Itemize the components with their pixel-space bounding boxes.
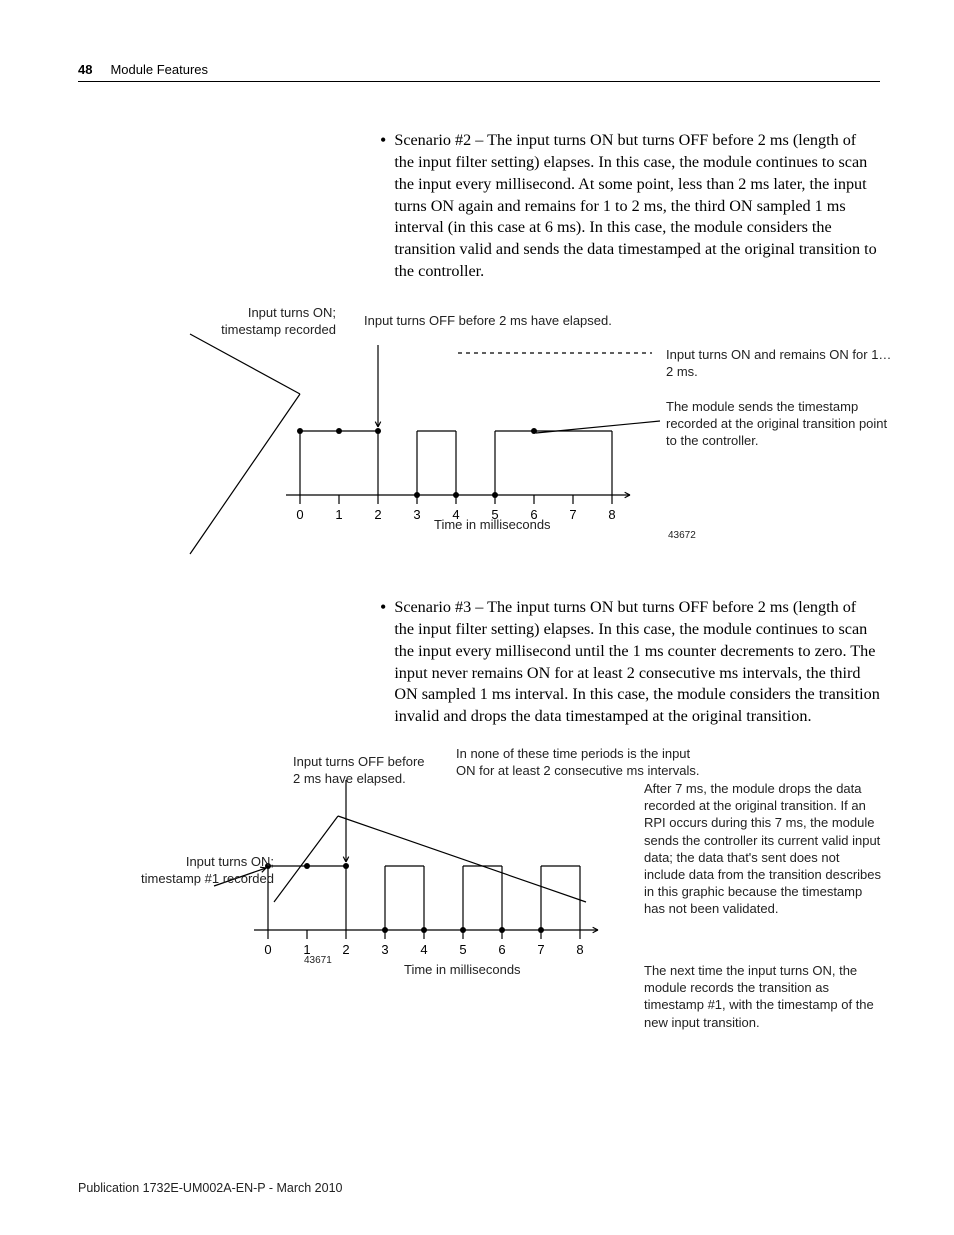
svg-text:7: 7 [569, 507, 576, 522]
d1-right-label2: The module sends the timestamp recorded … [666, 399, 892, 450]
diagram-1: 012345678 Input turns ON; timestamp reco… [78, 299, 880, 569]
d2-axis-label: Time in milliseconds [404, 962, 521, 979]
svg-text:3: 3 [413, 507, 420, 522]
d2-right-label1: After 7 ms, the module drops the data re… [644, 780, 884, 917]
svg-text:4: 4 [420, 942, 427, 957]
svg-text:8: 8 [576, 942, 583, 957]
svg-text:2: 2 [374, 507, 381, 522]
d1-axis-label: Time in milliseconds [434, 517, 551, 534]
scenario3-bullet: • Scenario #3 – The input turns ON but t… [380, 597, 880, 728]
d2-fignum: 43671 [304, 954, 332, 967]
scenario3-text: Scenario #3 – The input turns ON but tur… [394, 597, 880, 728]
svg-text:6: 6 [498, 942, 505, 957]
svg-text:3: 3 [381, 942, 388, 957]
svg-text:0: 0 [264, 942, 271, 957]
d1-left-label: Input turns ON; timestamp recorded [196, 305, 336, 339]
diagram-2: 012345678 Input turns OFF before 2 ms ha… [78, 744, 880, 1044]
publication-footer: Publication 1732E-UM002A-EN-P - March 20… [78, 1181, 342, 1195]
d2-left-label: Input turns ON; timestamp #1 recorded [126, 854, 274, 888]
svg-text:0: 0 [296, 507, 303, 522]
svg-text:5: 5 [459, 942, 466, 957]
d1-fignum: 43672 [668, 529, 696, 542]
d2-top-label2: In none of these time periods is the inp… [456, 746, 726, 780]
bullet-icon: • [380, 597, 386, 619]
diagram2-svg: 012345678 [0, 2, 954, 302]
svg-text:7: 7 [537, 942, 544, 957]
d2-right-label2: The next time the input turns ON, the mo… [644, 962, 884, 1031]
d2-top-label1: Input turns OFF before 2 ms have elapsed… [293, 754, 439, 788]
d1-right-label1: Input turns ON and remains ON for 1…2 ms… [666, 347, 892, 381]
svg-text:8: 8 [608, 507, 615, 522]
svg-text:2: 2 [342, 942, 349, 957]
d1-top-label: Input turns OFF before 2 ms have elapsed… [364, 313, 612, 330]
svg-text:1: 1 [335, 507, 342, 522]
